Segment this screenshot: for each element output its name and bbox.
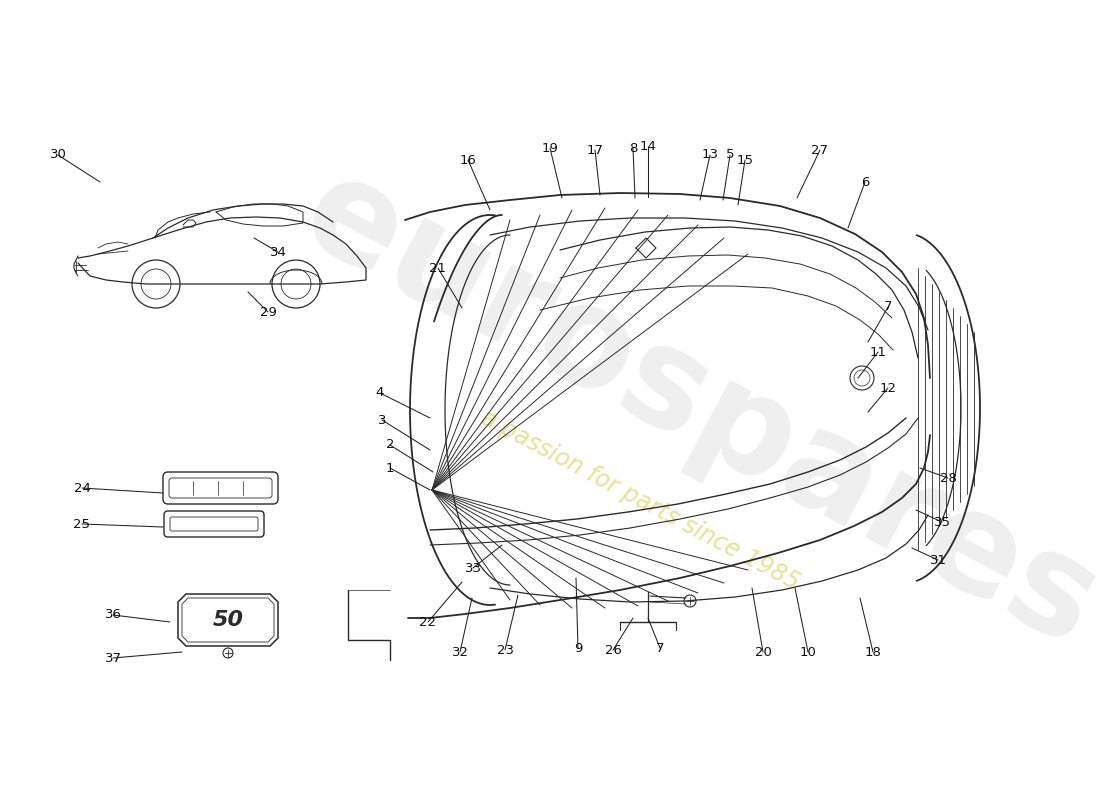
Text: 37: 37 [104,651,121,665]
Text: 31: 31 [930,554,946,566]
Text: 10: 10 [800,646,816,658]
Text: 27: 27 [812,143,828,157]
Text: 7: 7 [883,301,892,314]
Text: eurospares: eurospares [280,144,1100,676]
Text: 23: 23 [496,643,514,657]
Text: 24: 24 [74,482,90,494]
Text: 14: 14 [639,141,657,154]
Text: 13: 13 [702,149,718,162]
Text: 20: 20 [755,646,771,658]
Text: 33: 33 [464,562,482,574]
Text: a passion for parts since 1985: a passion for parts since 1985 [476,406,803,594]
Text: 36: 36 [104,609,121,622]
Text: 6: 6 [861,175,869,189]
Text: 19: 19 [541,142,559,154]
Text: 8: 8 [629,142,637,154]
Text: 16: 16 [460,154,476,166]
Text: 1: 1 [386,462,394,474]
Text: 5: 5 [726,149,735,162]
Text: 11: 11 [869,346,887,358]
Text: 22: 22 [419,615,437,629]
Text: 18: 18 [865,646,881,658]
Text: 17: 17 [586,143,604,157]
Text: 7: 7 [656,642,664,654]
Text: 50: 50 [212,610,243,630]
Text: 21: 21 [429,262,447,274]
Text: 3: 3 [377,414,386,426]
Text: 30: 30 [50,149,66,162]
Text: 34: 34 [270,246,286,258]
Text: 9: 9 [574,642,582,654]
Text: 29: 29 [260,306,276,318]
Text: 28: 28 [939,471,956,485]
Text: 25: 25 [74,518,90,530]
Text: 35: 35 [934,515,950,529]
Text: 32: 32 [451,646,469,658]
Text: 4: 4 [376,386,384,399]
Text: 15: 15 [737,154,754,166]
Text: 2: 2 [386,438,394,451]
Text: 12: 12 [880,382,896,394]
Text: 26: 26 [605,643,621,657]
